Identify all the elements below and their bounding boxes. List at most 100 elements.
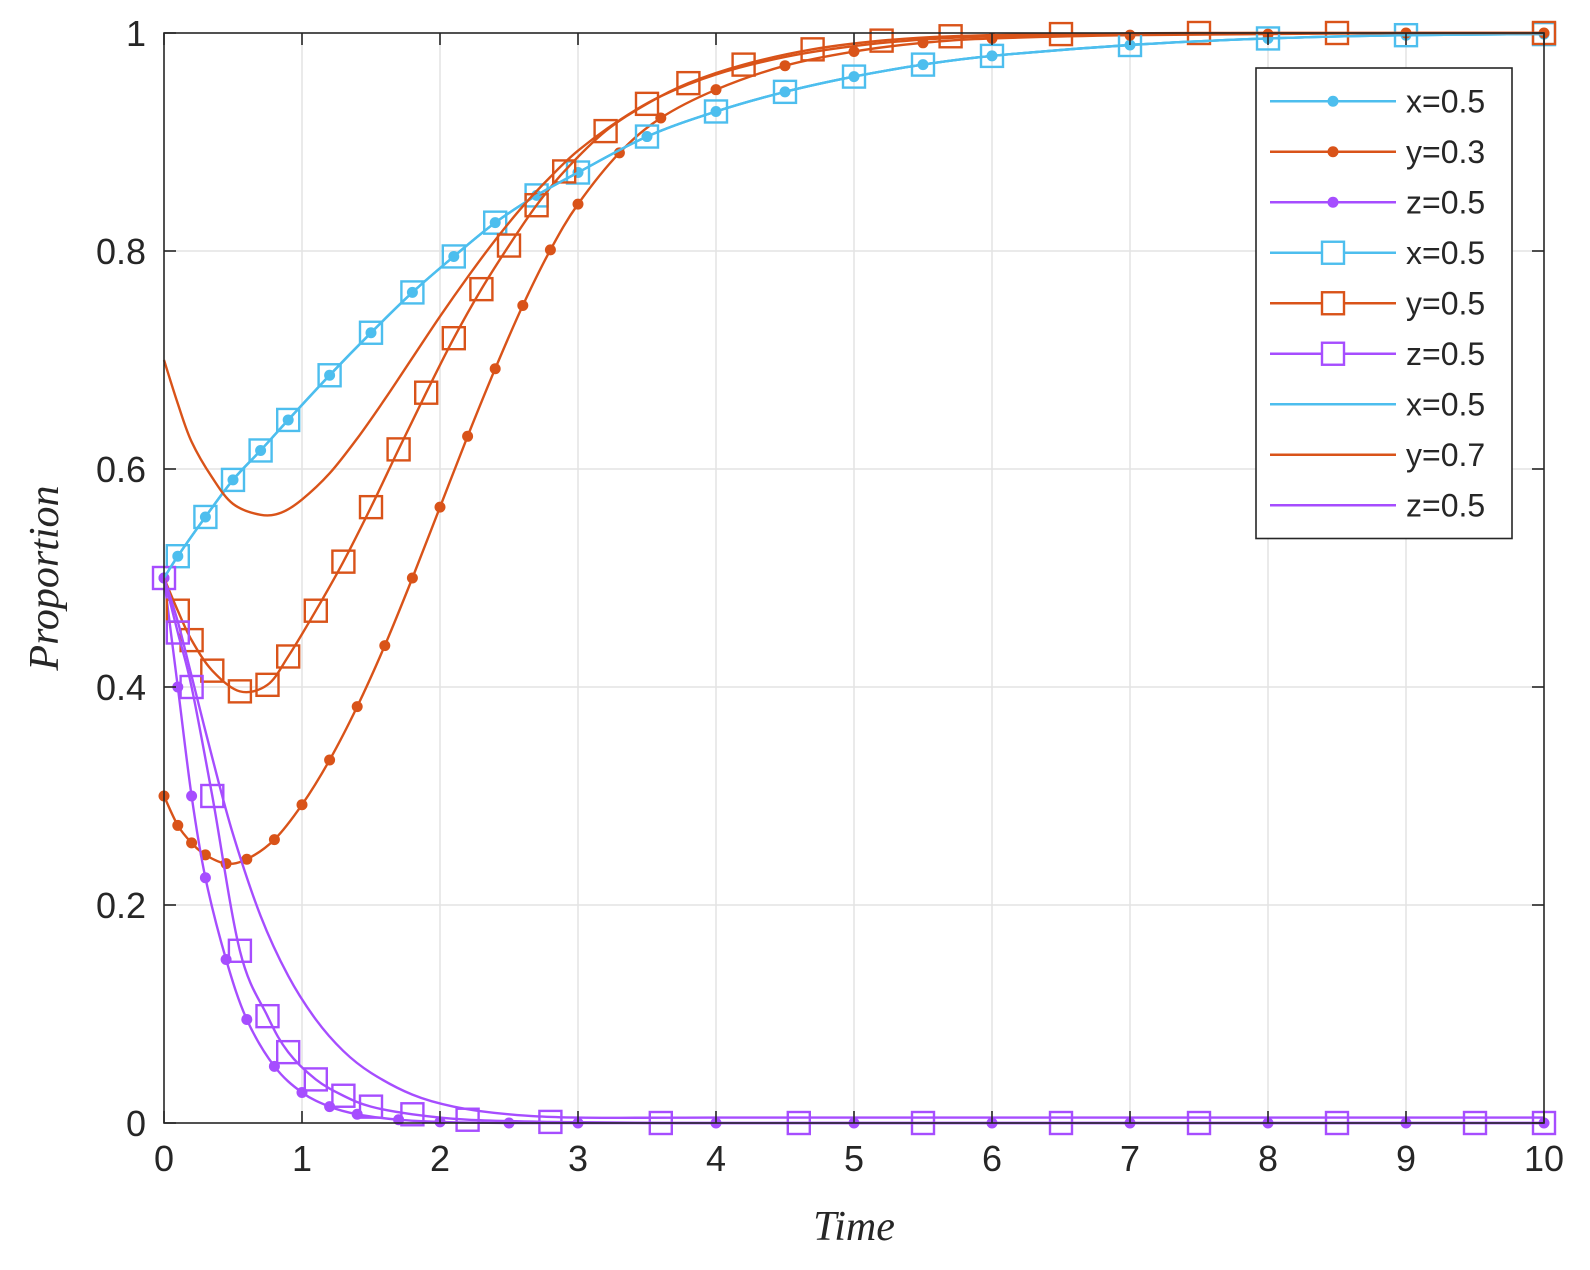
legend-marker-dot — [1327, 146, 1339, 158]
data-point-square — [634, 91, 660, 117]
y-tick-label: 0.8 — [96, 231, 146, 272]
legend-label: x=0.5 — [1406, 235, 1485, 271]
legend-marker-dot — [1327, 95, 1339, 107]
x-tick-label: 9 — [1396, 1138, 1416, 1179]
data-point-dot — [241, 1013, 253, 1025]
data-point-square — [772, 79, 798, 105]
data-point-dot — [199, 872, 211, 884]
x-tick-label: 1 — [292, 1138, 312, 1179]
data-point-square — [303, 1067, 328, 1092]
data-point-square — [634, 124, 660, 149]
data-point-square — [552, 159, 577, 184]
legend-item: x=0.5 — [1270, 386, 1485, 422]
data-point-square — [565, 160, 591, 185]
data-point-dot — [406, 572, 418, 584]
data-point-square — [386, 437, 411, 462]
data-point-square — [193, 504, 218, 530]
legend-label: y=0.5 — [1406, 285, 1485, 321]
data-point-dot — [186, 837, 198, 849]
data-point-square — [910, 52, 936, 77]
data-point-dot — [268, 834, 280, 846]
legend-item: x=0.5 — [1270, 235, 1485, 271]
y-axis-label: Proportion — [22, 485, 68, 671]
y-tick-label: 1 — [126, 13, 146, 54]
data-point-square — [869, 28, 894, 53]
data-point-dot — [489, 363, 501, 375]
series-line — [162, 577, 1544, 1119]
y-tick-label: 0 — [126, 1103, 146, 1144]
data-point-square — [538, 1109, 563, 1135]
data-point-square — [414, 380, 439, 405]
legend-item: y=0.3 — [1270, 134, 1485, 170]
data-point-square — [276, 407, 301, 433]
x-tick-label: 4 — [706, 1138, 726, 1179]
legend-label: z=0.5 — [1406, 487, 1485, 523]
data-point-dot — [324, 754, 336, 766]
axis-ticks: 0 1 2 3 4 5 6 7 8 9 10 0 0.2 0.4 0.6 0.8 1 — [96, 13, 1564, 1179]
data-point-square — [483, 210, 508, 235]
data-point-square — [255, 672, 280, 698]
x-tick-label: 7 — [1120, 1138, 1140, 1179]
series-lines — [151, 20, 1557, 1136]
data-point-square — [593, 118, 618, 144]
data-point-square — [400, 280, 425, 305]
data-point-square — [358, 1094, 384, 1119]
data-point-square — [331, 1083, 356, 1108]
legend-item: z=0.5 — [1270, 336, 1485, 372]
data-point-square — [400, 1102, 425, 1127]
legend: x=0.5 y=0.3 z=0.5 x=0.5 y=0.5 z=0.5 x=0.5 y=0.7… — [1255, 67, 1513, 540]
data-point-dot — [544, 244, 556, 256]
y-tick-label: 0.4 — [96, 667, 146, 708]
series-line — [162, 31, 1545, 517]
data-point-square — [441, 244, 466, 269]
data-point-dot — [434, 501, 446, 513]
data-point-dot — [296, 799, 308, 811]
data-point-square — [676, 70, 701, 96]
data-point-dot — [613, 147, 625, 159]
series-8-none — [162, 31, 1545, 517]
data-point-dot — [172, 819, 184, 831]
x-tick-label: 6 — [982, 1138, 1002, 1179]
data-point-square — [496, 233, 522, 258]
legend-item: z=0.5 — [1270, 487, 1485, 523]
y-tick-label: 0.6 — [96, 449, 146, 490]
data-point-dot — [779, 60, 791, 72]
legend-label: x=0.5 — [1406, 386, 1485, 422]
x-tick-label: 3 — [568, 1138, 588, 1179]
x-tick-label: 2 — [430, 1138, 450, 1179]
legend-label: z=0.5 — [1406, 184, 1485, 220]
legend-item: z=0.5 — [1270, 184, 1485, 220]
series-7-none — [162, 32, 1545, 579]
legend-label: x=0.5 — [1406, 83, 1485, 119]
legend-marker-square — [1320, 291, 1346, 316]
data-point-square — [255, 1003, 280, 1029]
x-axis-label: Time — [813, 1204, 895, 1250]
data-point-square — [248, 438, 273, 463]
data-point-square — [165, 544, 191, 569]
data-point-dot — [710, 84, 722, 96]
data-point-square — [358, 494, 384, 520]
data-point-square — [200, 658, 225, 683]
legend-item: y=0.7 — [1270, 437, 1485, 473]
data-point-square — [841, 64, 867, 89]
legend-marker-square — [1320, 341, 1346, 366]
legend-item: y=0.5 — [1270, 285, 1485, 321]
x-tick-label: 10 — [1524, 1138, 1564, 1179]
x-tick-label: 0 — [154, 1138, 174, 1179]
y-tick-label: 0.2 — [96, 885, 146, 926]
data-point-square — [227, 679, 253, 704]
data-point-square — [276, 1039, 301, 1065]
data-point-dot — [186, 790, 198, 802]
data-point-square — [220, 467, 246, 493]
data-point-square — [227, 938, 253, 963]
data-point-dot — [572, 198, 584, 210]
data-point-dot — [462, 430, 474, 442]
series-line — [162, 32, 1545, 579]
data-point-square — [441, 326, 466, 351]
data-point-square — [469, 276, 494, 302]
data-point-square — [317, 363, 342, 388]
legend-marker-square — [1320, 240, 1346, 265]
data-point-dot — [848, 46, 860, 58]
x-tick-label: 5 — [844, 1138, 864, 1179]
legend-label: y=0.7 — [1406, 437, 1485, 473]
